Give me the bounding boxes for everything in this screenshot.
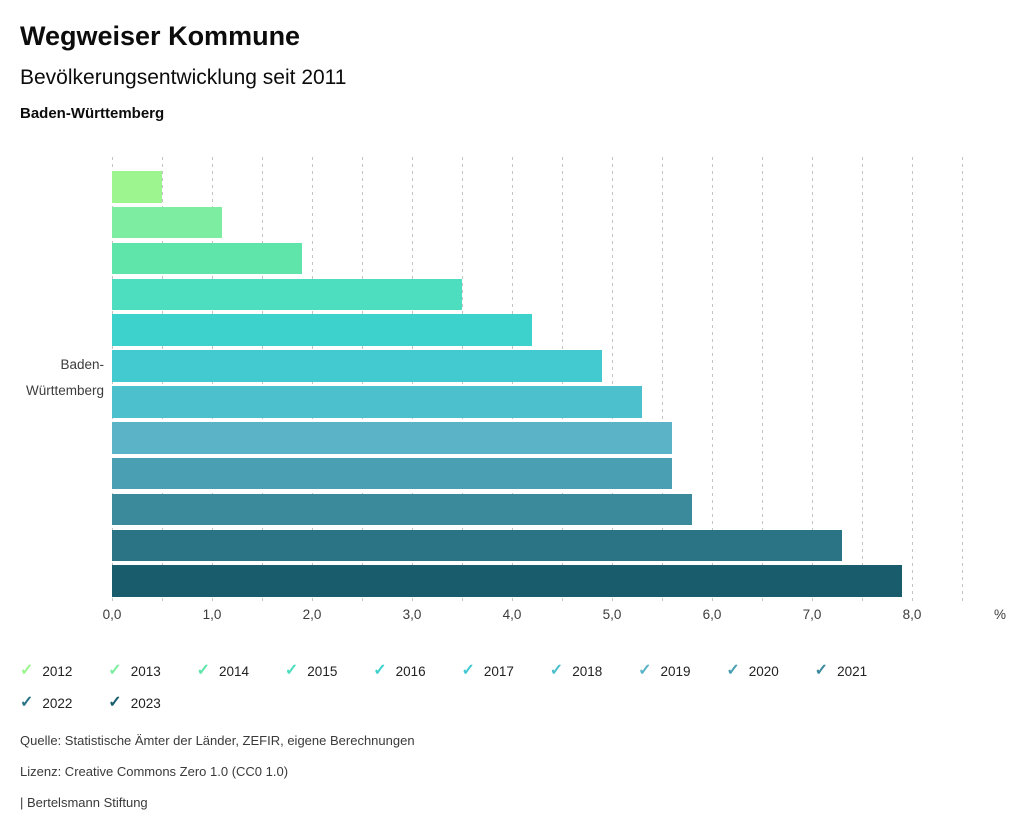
- check-icon: ✓: [638, 662, 652, 679]
- bar-2021[interactable]: [112, 493, 692, 526]
- x-tick-label: 6,0: [702, 607, 722, 622]
- legend: ✓ 2012 ✓ 2013 ✓ 2014 ✓ 2015 ✓ 2016 ✓ 2017 ✓ 2018 ✓ 2019…: [20, 655, 940, 719]
- legend-item-2016[interactable]: ✓ 2016: [373, 655, 461, 687]
- check-icon: ✓: [726, 662, 740, 679]
- legend-item-2012[interactable]: ✓ 2012: [20, 655, 108, 687]
- x-tick-label: 5,0: [602, 607, 622, 622]
- x-tick-label: 7,0: [802, 607, 822, 622]
- legend-item-2018[interactable]: ✓ 2018: [550, 655, 638, 687]
- check-icon: ✓: [20, 694, 34, 711]
- x-axis: 0,0 1,0 2,0 3,0 4,0 5,0 6,0 7,0 8,0%: [103, 607, 1024, 625]
- category-label: Baden-Württemberg: [25, 357, 104, 398]
- legend-year-label: 2012: [42, 663, 73, 679]
- legend-year-label: 2023: [130, 695, 161, 711]
- legend-year-label: 2021: [837, 663, 868, 679]
- check-icon: ✓: [461, 662, 475, 679]
- gridline: [662, 157, 663, 605]
- legend-year-label: 2015: [307, 663, 338, 679]
- bar-2017[interactable]: [112, 350, 602, 382]
- bar-2023[interactable]: [112, 565, 902, 597]
- check-icon: ✓: [108, 662, 122, 679]
- bar-2015[interactable]: [112, 278, 462, 311]
- x-tick-label: 1,0: [202, 607, 222, 622]
- gridline: [962, 157, 963, 605]
- x-tick-label: 2,0: [302, 607, 322, 622]
- bar-2014[interactable]: [112, 242, 302, 275]
- bar-2022[interactable]: [112, 529, 842, 562]
- legend-year-label: 2018: [572, 663, 603, 679]
- bar-2020[interactable]: [112, 457, 672, 490]
- check-icon: ✓: [20, 662, 34, 679]
- check-icon: ✓: [373, 662, 387, 679]
- bar-2019[interactable]: [112, 421, 672, 454]
- gridline: [812, 157, 813, 605]
- check-icon: ✓: [549, 662, 564, 679]
- legend-year-label: 2019: [660, 663, 691, 679]
- source-note: Quelle: Statistische Ämter der Länder, Z…: [20, 733, 415, 748]
- legend-item-2019[interactable]: ✓ 2019: [638, 655, 726, 687]
- check-icon: ✓: [108, 694, 122, 711]
- legend-year-label: 2017: [483, 663, 514, 679]
- gridline: [612, 157, 613, 605]
- legend-item-2013[interactable]: ✓ 2013: [108, 655, 196, 687]
- legend-year-label: 2020: [748, 663, 779, 679]
- bar-2018[interactable]: [112, 386, 642, 418]
- gridline: [762, 157, 763, 605]
- x-axis-unit: %: [994, 607, 1007, 622]
- bar-2013[interactable]: [112, 206, 222, 239]
- legend-item-2023[interactable]: ✓ 2023: [108, 687, 196, 719]
- region-heading: Baden-Württemberg: [20, 105, 165, 122]
- bar-2012[interactable]: [112, 171, 162, 203]
- x-tick-label: 8,0: [902, 607, 922, 622]
- legend-item-2022[interactable]: ✓ 2022: [20, 687, 108, 719]
- check-icon: ✓: [196, 662, 210, 679]
- plot-area: [112, 157, 963, 605]
- legend-year-label: 2016: [395, 663, 426, 679]
- gridline: [912, 157, 913, 605]
- license-note: Lizenz: Creative Commons Zero 1.0 (CC0 1…: [20, 764, 289, 779]
- legend-item-2020[interactable]: ✓ 2020: [726, 655, 814, 687]
- legend-year-label: 2022: [42, 695, 73, 711]
- legend-item-2017[interactable]: ✓ 2017: [461, 655, 549, 687]
- gridline: [712, 157, 713, 605]
- x-tick-label: 0,0: [102, 607, 122, 622]
- chart-subtitle: Bevölkerungsentwicklung seit 2011: [20, 66, 347, 89]
- legend-item-2015[interactable]: ✓ 2015: [285, 655, 373, 687]
- legend-item-2021[interactable]: ✓ 2021: [815, 655, 903, 687]
- legend-item-2014[interactable]: ✓ 2014: [197, 655, 285, 687]
- page-title: Wegweiser Kommune: [20, 21, 301, 51]
- legend-year-label: 2013: [130, 663, 161, 679]
- legend-year-label: 2014: [219, 663, 250, 679]
- check-icon: ✓: [284, 662, 299, 679]
- check-icon: ✓: [814, 662, 829, 679]
- attribution-note: | Bertelsmann Stiftung: [20, 795, 148, 810]
- x-tick-label: 3,0: [402, 607, 422, 622]
- x-tick-label: 4,0: [502, 607, 522, 622]
- gridline: [862, 157, 863, 605]
- bar-2016[interactable]: [112, 314, 532, 346]
